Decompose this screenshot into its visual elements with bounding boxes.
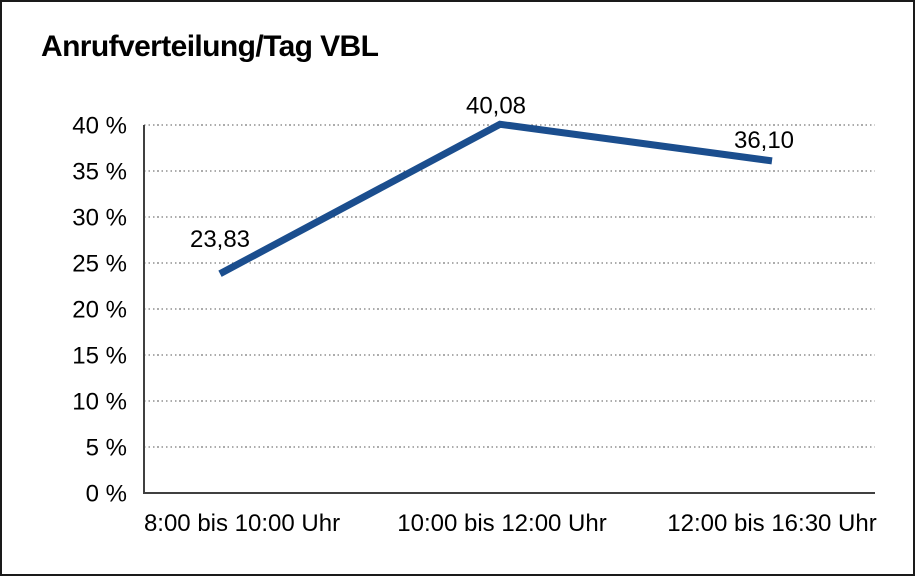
y-tick-label: 15 %	[72, 343, 127, 370]
point-value-label: 23,83	[190, 226, 250, 253]
x-category-label: 10:00 bis 12:00 Uhr	[397, 510, 606, 537]
point-value-label: 40,08	[466, 92, 526, 119]
y-tick-label: 35 %	[72, 159, 127, 186]
x-category-label: 8:00 bis 10:00 Uhr	[144, 510, 340, 537]
y-tick-label: 30 %	[72, 205, 127, 232]
y-tick-label: 0 %	[86, 481, 127, 508]
point-value-label: 36,10	[734, 127, 794, 154]
y-tick-label: 40 %	[72, 113, 127, 140]
x-category-label: 12:00 bis 16:30 Uhr	[667, 510, 876, 537]
y-tick-label: 20 %	[72, 297, 127, 324]
series-line	[218, 120, 773, 277]
y-tick-label: 25 %	[72, 251, 127, 278]
y-tick-label: 10 %	[72, 389, 127, 416]
chart-title: Anrufverteilung/Tag VBL	[41, 30, 379, 63]
y-tick-label: 5 %	[86, 435, 127, 462]
